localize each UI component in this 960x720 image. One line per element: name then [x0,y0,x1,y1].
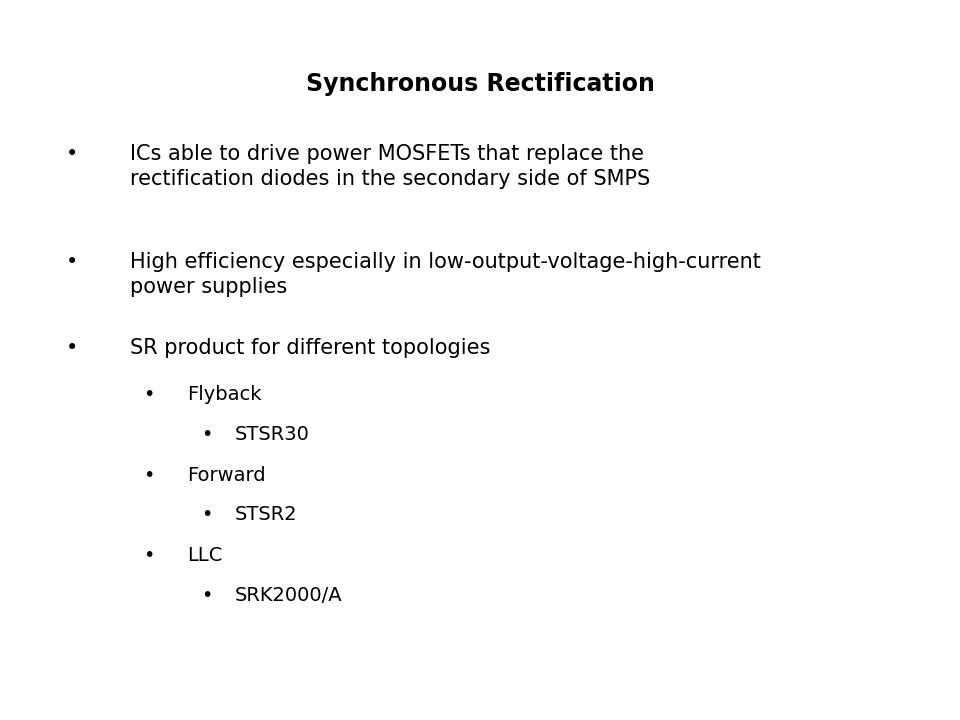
Text: •: • [143,466,155,485]
Text: •: • [66,144,78,164]
Text: High efficiency especially in low-output-voltage-high-current
power supplies: High efficiency especially in low-output… [130,252,760,297]
Text: STSR30: STSR30 [235,425,310,444]
Text: •: • [143,385,155,404]
Text: Forward: Forward [187,466,266,485]
Text: LLC: LLC [187,546,223,565]
Text: STSR2: STSR2 [235,505,298,524]
Text: •: • [143,546,155,565]
Text: SRK2000/A: SRK2000/A [235,586,343,605]
Text: •: • [201,425,212,444]
Text: •: • [201,586,212,605]
Text: •: • [66,338,78,359]
Text: •: • [201,505,212,524]
Text: ICs able to drive power MOSFETs that replace the
rectification diodes in the sec: ICs able to drive power MOSFETs that rep… [130,144,650,189]
Text: Flyback: Flyback [187,385,262,404]
Text: •: • [66,252,78,272]
Text: Synchronous Rectification: Synchronous Rectification [305,72,655,96]
Text: SR product for different topologies: SR product for different topologies [130,338,490,359]
